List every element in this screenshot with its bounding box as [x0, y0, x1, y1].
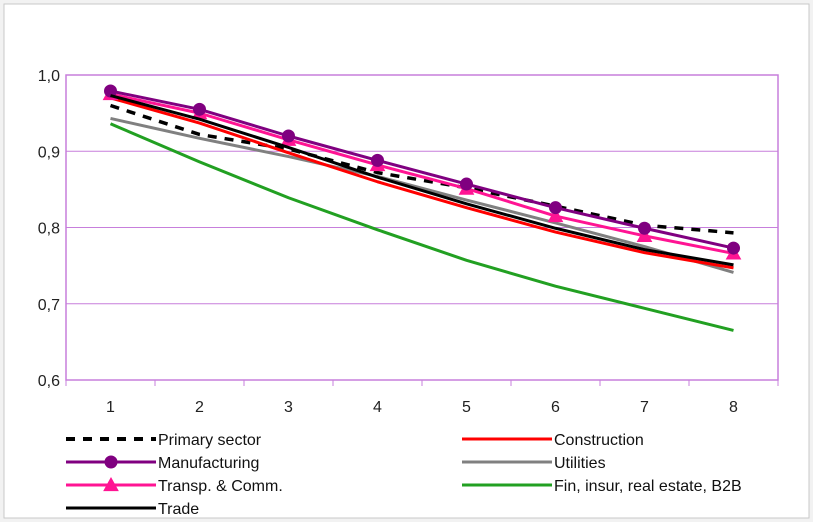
- y-tick-label: 0,8: [38, 221, 60, 238]
- x-tick-label: 1: [106, 399, 115, 416]
- x-tick-label: 3: [284, 399, 293, 416]
- x-tick-label: 8: [729, 399, 738, 416]
- x-tick-label: 7: [640, 399, 649, 416]
- data-point: [371, 153, 384, 167]
- series-line: [109, 122, 734, 332]
- legend-label: Transp. & Comm.: [158, 478, 283, 495]
- data-point: [193, 102, 206, 116]
- y-tick-label: 0,6: [38, 373, 60, 390]
- series-trade: [110, 94, 734, 267]
- legend-marker: [103, 476, 119, 492]
- legend-marker: [104, 455, 118, 469]
- legend-item-utilities: Utilities: [462, 455, 606, 472]
- series-line: [109, 103, 734, 235]
- y-tick-label: 1,0: [38, 68, 60, 85]
- x-tick-label: 5: [462, 399, 471, 416]
- series-fin-insur-real-estate-b2b: [109, 122, 734, 332]
- legend-label: Utilities: [554, 455, 606, 472]
- legend-item-manufacturing: Manufacturing: [66, 455, 259, 472]
- y-tick-label: 0,7: [38, 297, 60, 314]
- x-tick-label: 4: [373, 399, 382, 416]
- legend-item-construction: Construction: [462, 432, 644, 449]
- series-manufacturing: [104, 84, 740, 255]
- x-tick-label: 2: [195, 399, 204, 416]
- legend-item-fin-insur-real-estate-b2b: Fin, insur, real estate, B2B: [462, 478, 742, 495]
- x-tick-label: 6: [551, 399, 560, 416]
- y-tick-label: 0,9: [38, 144, 60, 161]
- data-point: [549, 201, 562, 215]
- legend-label: Fin, insur, real estate, B2B: [554, 478, 742, 495]
- series-construction: [110, 96, 734, 270]
- series-line: [110, 116, 734, 274]
- data-point: [460, 177, 473, 191]
- series-line: [110, 89, 734, 250]
- series-line: [110, 92, 734, 255]
- series-utilities: [110, 116, 734, 274]
- legend-label: Trade: [158, 501, 199, 518]
- y-axis-ticks: 0,6 0,7 0,8 0,9 1,0: [38, 68, 60, 390]
- legend-label: Manufacturing: [158, 455, 259, 472]
- data-point: [636, 227, 653, 242]
- legend-item-primary-sector: Primary sector: [66, 432, 262, 449]
- plot-area-border: [65, 74, 779, 381]
- data-point: [727, 241, 740, 255]
- legend-item-trade: Trade: [66, 501, 199, 518]
- legend-item-transp-comm: Transp. & Comm.: [66, 476, 283, 495]
- data-point: [547, 208, 564, 223]
- legend-label: Primary sector: [158, 432, 262, 449]
- series-primary-sector: [109, 103, 734, 235]
- legend: Primary sector Manufacturing Transp. & Com…: [66, 432, 742, 518]
- data-point: [638, 221, 651, 235]
- chart-frame: [3, 3, 810, 519]
- legend-label: Construction: [554, 432, 644, 449]
- x-axis-ticks: 1 2 3 4 5 6 7 8: [65, 380, 779, 416]
- series-layer: [102, 84, 742, 332]
- series-line: [110, 94, 734, 267]
- data-point: [282, 129, 295, 143]
- series-line: [110, 96, 734, 270]
